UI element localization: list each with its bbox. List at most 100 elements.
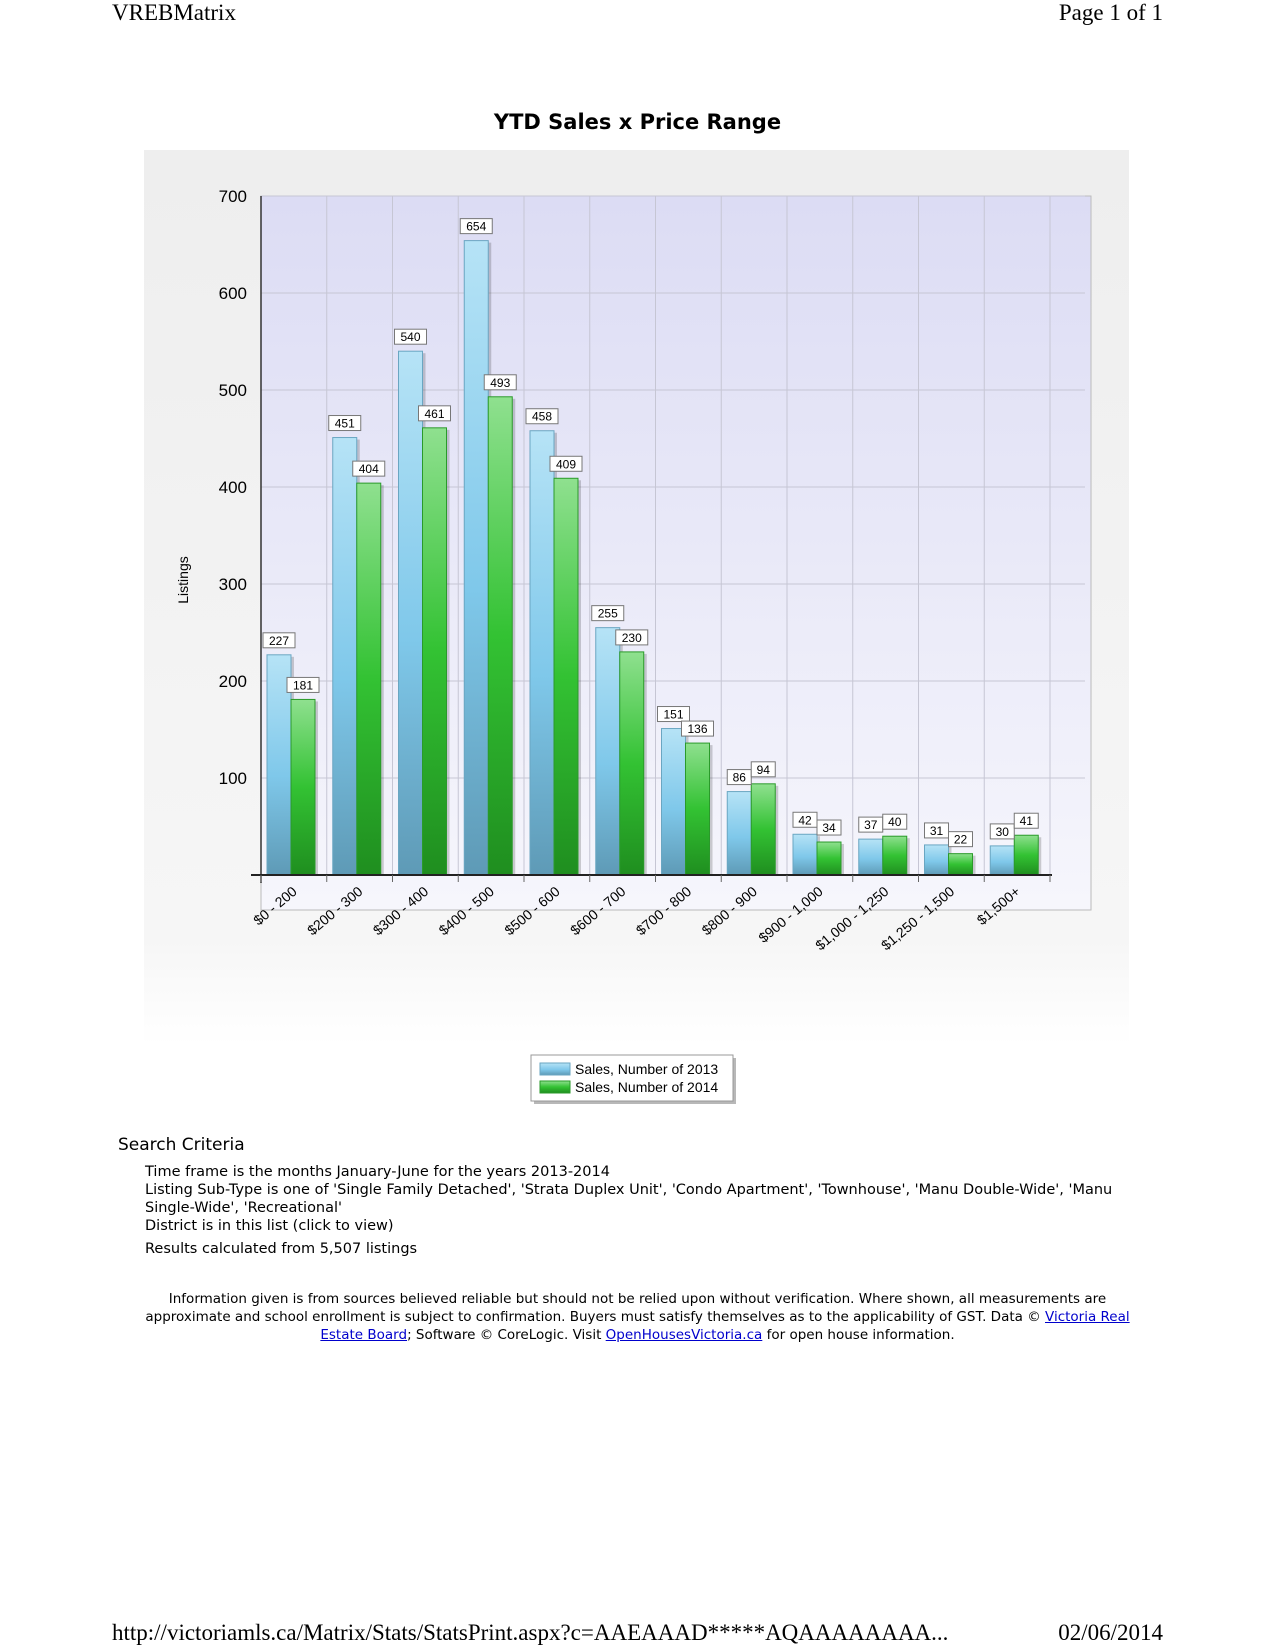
criteria-district-link[interactable]: District is in this list (click to view) (145, 1218, 394, 1234)
criteria-lines: Time frame is the months January-June fo… (145, 1163, 1158, 1235)
print-header-page: Page 1 of 1 (1058, 0, 1163, 25)
data-label: 451 (328, 415, 362, 432)
data-label-box (989, 823, 1015, 840)
data-label: 86 (726, 769, 752, 786)
data-label-text: 31 (930, 824, 944, 838)
data-label-box (657, 706, 690, 723)
bar-2014 (882, 835, 908, 876)
search-criteria: Search Criteria Time frame is the months… (118, 1135, 1158, 1257)
data-label-text: 37 (864, 818, 878, 832)
data-label-box (750, 761, 776, 778)
data-label: 31 (924, 822, 949, 839)
data-label-text: 136 (687, 722, 707, 736)
y-tick-label: 200 (219, 672, 247, 691)
data-label-box (328, 415, 362, 432)
data-label-text: 654 (466, 220, 486, 234)
data-label-text: 458 (532, 410, 552, 424)
data-label: 458 (525, 408, 559, 425)
bar-2014 (750, 783, 776, 876)
data-label-text: 42 (798, 813, 812, 827)
legend-label-2014: Sales, Number of 2014 (575, 1079, 718, 1095)
y-tick-label: 400 (219, 478, 247, 497)
disclaimer-text-2: ; Software © CoreLogic. Visit (407, 1327, 606, 1343)
data-label-box (591, 605, 625, 622)
data-label: 40 (882, 813, 908, 830)
data-label: 94 (750, 761, 776, 778)
bar-2014 (356, 482, 382, 876)
data-label-box (615, 629, 649, 646)
data-label-text: 34 (822, 821, 836, 835)
bar-2013 (332, 437, 358, 876)
disclaimer: Information given is from sources believ… (130, 1290, 1145, 1344)
bar-2014 (948, 853, 973, 876)
data-label: 230 (615, 629, 649, 646)
data-label-box (1013, 812, 1039, 829)
axes (251, 196, 1052, 883)
y-tick-label: 100 (219, 769, 247, 788)
data-label-box (816, 819, 842, 836)
legend-label-2013: Sales, Number of 2013 (575, 1061, 718, 1077)
bar-2014 (685, 742, 710, 876)
data-label: 181 (286, 676, 320, 693)
y-tick-label: 300 (219, 575, 247, 594)
vreb-link[interactable]: Victoria Real Estate Board (320, 1309, 1130, 1343)
bar-2013 (792, 833, 818, 876)
data-label: 227 (262, 632, 296, 649)
criteria-sub-type: Listing Sub-Type is one of 'Single Famil… (145, 1182, 1113, 1216)
data-label: 540 (394, 328, 427, 345)
bar-2014 (290, 698, 316, 876)
data-label-box (948, 831, 973, 848)
criteria-time-frame: Time frame is the months January-June fo… (145, 1164, 610, 1180)
bar-2013 (463, 240, 489, 876)
data-label-text: 94 (757, 763, 771, 777)
bar-2013 (529, 430, 555, 876)
data-label-text: 30 (996, 825, 1010, 839)
bar-2013 (726, 791, 752, 876)
bar-2014 (553, 477, 579, 876)
data-label-box (549, 455, 583, 472)
data-label-text: 181 (293, 678, 313, 692)
search-criteria-heading: Search Criteria (118, 1135, 245, 1155)
data-label-text: 540 (400, 330, 420, 344)
results-count: Results calculated from 5,507 listings (145, 1241, 418, 1257)
grid-lines (260, 195, 1085, 875)
chart-title: YTD Sales x Price Range (493, 110, 782, 134)
data-label: 409 (549, 455, 583, 472)
data-label: 404 (352, 460, 386, 477)
data-label-box (483, 374, 517, 391)
print-footer-url: http://victoriamls.ca/Matrix/Stats/Stats… (112, 1620, 949, 1645)
disclaimer-text-1: Information given is from sources believ… (145, 1291, 1107, 1325)
data-label-box (352, 460, 386, 477)
print-header-site: VREBMatrix (112, 0, 236, 25)
y-axis-label: Listings (175, 556, 191, 603)
print-footer-date: 02/06/2014 (1058, 1620, 1163, 1645)
data-label-text: 461 (424, 407, 444, 421)
data-label-box (924, 822, 949, 839)
bars (266, 240, 1042, 876)
data-label: 22 (948, 831, 973, 848)
data-label-text: 86 (733, 771, 747, 785)
y-tick-labels: 100 200 300 400 500 600 700 (219, 187, 247, 788)
data-label: 136 (681, 720, 714, 737)
data-label-box (262, 632, 296, 649)
data-label-box (882, 813, 908, 830)
data-label: 493 (483, 374, 517, 391)
data-label-box (525, 408, 559, 425)
open-houses-link[interactable]: OpenHousesVictoria.ca (605, 1327, 763, 1343)
data-label-text: 404 (359, 462, 379, 476)
data-label: 151 (657, 706, 690, 723)
bar-2014 (619, 651, 645, 876)
print-footer: http://victoriamls.ca/Matrix/Stats/Stats… (112, 1620, 1163, 1650)
data-label-text: 255 (598, 607, 618, 621)
data-label: 37 (858, 816, 884, 833)
bar-2013 (924, 844, 949, 876)
bar-2014 (422, 427, 447, 876)
print-header: VREBMatrix Page 1 of 1 (112, 0, 1163, 30)
data-label-text: 451 (335, 417, 355, 431)
bar-2014 (816, 841, 842, 876)
disclaimer-text-3: for open house information. (762, 1327, 955, 1343)
data-label-text: 41 (1020, 814, 1034, 828)
data-label-box (459, 218, 493, 235)
bar-2013 (858, 838, 884, 876)
